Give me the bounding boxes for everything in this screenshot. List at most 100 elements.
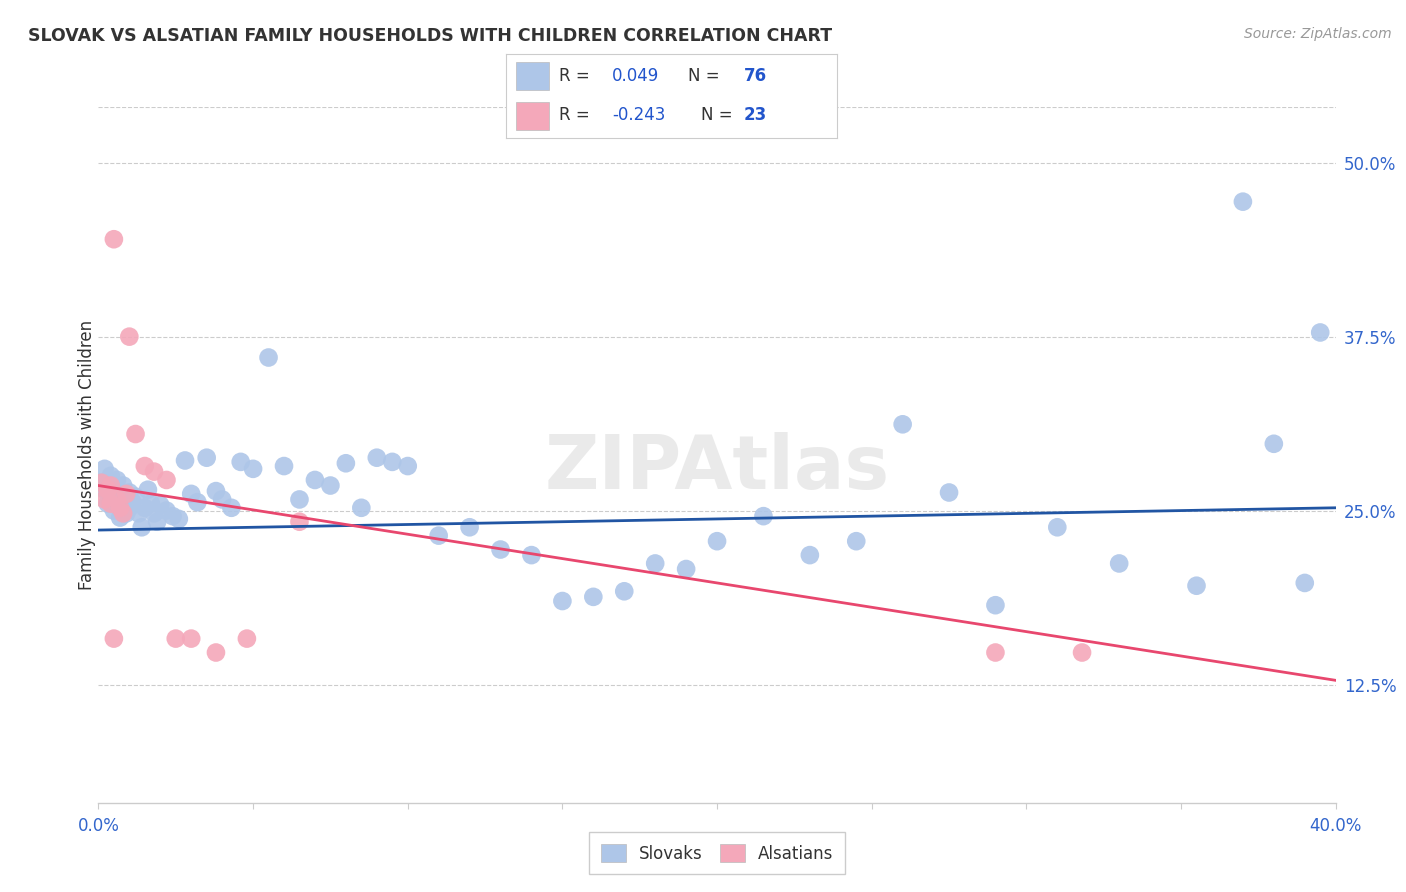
Text: R =: R = [560, 106, 595, 124]
Point [118, 329, 141, 343]
Point [100, 468, 122, 483]
Point [100, 497, 122, 511]
Point [124, 427, 146, 442]
Point [103, 232, 125, 246]
Legend: Slovaks, Alsatians: Slovaks, Alsatians [589, 832, 845, 874]
Point [180, 487, 202, 501]
Point [162, 509, 184, 524]
Point [335, 456, 357, 470]
Point [108, 510, 131, 524]
Point [706, 534, 728, 549]
Point [155, 473, 177, 487]
Point [90, 475, 112, 490]
Point [366, 450, 388, 465]
Point [97, 475, 120, 490]
Point [675, 562, 697, 576]
Point [582, 590, 605, 604]
Point [167, 512, 190, 526]
Point [242, 462, 264, 476]
Point [115, 487, 138, 501]
Point [180, 632, 202, 646]
Point [100, 478, 122, 492]
Point [186, 495, 208, 509]
Point [1263, 437, 1285, 451]
Point [124, 490, 146, 504]
Point [134, 458, 156, 473]
Point [105, 492, 128, 507]
Point [1232, 194, 1254, 209]
Point [1071, 646, 1094, 660]
Point [1294, 576, 1316, 591]
Text: ZIPAtlas: ZIPAtlas [544, 433, 890, 506]
Text: N =: N = [702, 106, 738, 124]
Point [105, 492, 128, 507]
Point [112, 495, 135, 509]
Text: -0.243: -0.243 [612, 106, 665, 124]
Point [211, 492, 233, 507]
Point [458, 520, 481, 534]
Point [304, 473, 326, 487]
Point [149, 498, 172, 512]
Point [221, 500, 243, 515]
Point [938, 485, 960, 500]
Point [319, 478, 342, 492]
Text: 76: 76 [744, 67, 768, 85]
Point [229, 455, 252, 469]
FancyBboxPatch shape [516, 62, 550, 90]
Point [143, 465, 166, 479]
Point [489, 542, 512, 557]
Point [174, 453, 197, 467]
Point [845, 534, 868, 549]
Point [1108, 557, 1130, 571]
Point [115, 507, 138, 521]
Point [205, 646, 228, 660]
Point [105, 473, 128, 487]
Point [97, 497, 120, 511]
Point [93, 492, 115, 507]
Point [1309, 326, 1331, 340]
Point [118, 500, 141, 515]
Point [520, 548, 543, 562]
Point [103, 632, 125, 646]
Text: Source: ZipAtlas.com: Source: ZipAtlas.com [1244, 27, 1392, 41]
Text: 0.049: 0.049 [612, 67, 659, 85]
Point [97, 483, 120, 497]
Point [396, 458, 419, 473]
FancyBboxPatch shape [516, 102, 550, 130]
Point [139, 497, 162, 511]
Point [121, 495, 143, 509]
Point [100, 490, 122, 504]
Text: N =: N = [688, 67, 724, 85]
Text: SLOVAK VS ALSATIAN FAMILY HOUSEHOLDS WITH CHILDREN CORRELATION CHART: SLOVAK VS ALSATIAN FAMILY HOUSEHOLDS WIT… [28, 27, 832, 45]
Point [236, 632, 259, 646]
Point [752, 509, 775, 524]
Point [195, 450, 218, 465]
Point [108, 487, 131, 501]
Point [108, 500, 131, 515]
Point [891, 417, 914, 432]
Point [644, 557, 666, 571]
Y-axis label: Family Households with Children: Family Households with Children [79, 320, 96, 590]
Point [90, 475, 112, 490]
Point [134, 500, 156, 515]
Point [551, 594, 574, 608]
Point [112, 507, 135, 521]
Point [288, 492, 311, 507]
Point [350, 500, 373, 515]
Point [1046, 520, 1069, 534]
Point [273, 458, 295, 473]
Point [205, 484, 228, 499]
Point [257, 351, 280, 365]
Text: 23: 23 [744, 106, 768, 124]
Point [613, 584, 636, 599]
Point [103, 478, 125, 492]
Point [118, 485, 141, 500]
Point [984, 598, 1007, 612]
Point [115, 490, 138, 504]
Point [1185, 579, 1208, 593]
Point [165, 632, 187, 646]
Point [103, 503, 125, 517]
Point [128, 507, 150, 521]
Text: R =: R = [560, 67, 595, 85]
Point [112, 478, 135, 492]
